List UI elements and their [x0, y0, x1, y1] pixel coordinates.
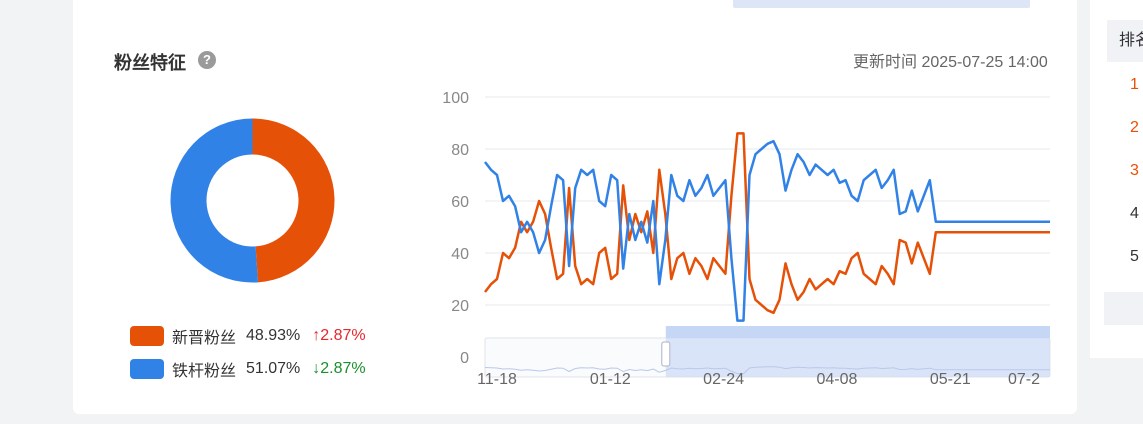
y-tick-label: 20	[451, 298, 469, 315]
rank-number: 2	[1130, 119, 1139, 136]
legend-swatch-tiegan	[130, 359, 164, 379]
legend-swatch-xinjin	[130, 326, 164, 346]
zoom-slider-bar[interactable]	[665, 326, 1050, 338]
x-tick-label: 07-2	[1008, 371, 1040, 388]
zoom-preview-line	[484, 366, 1050, 375]
y-tick-label: 0	[460, 350, 469, 367]
y-tick-label: 100	[442, 90, 469, 107]
rank-panel-footer	[1104, 292, 1143, 325]
legend-change-down: ↓2.87%	[312, 360, 366, 377]
legend-label: 铁杆粉丝	[172, 363, 237, 380]
section-title: 粉丝特征	[114, 53, 186, 73]
x-tick-label: 04-08	[816, 371, 857, 388]
fan-ratio-donut	[170, 118, 335, 283]
zoom-handle-left[interactable]	[661, 341, 671, 367]
series-line-1[interactable]	[484, 139, 1050, 322]
legend-percent: 48.93%	[246, 327, 301, 344]
pie-slice-0[interactable]	[252, 118, 335, 283]
rank-number: 3	[1130, 162, 1139, 179]
update-time: 更新时间 2025-07-25 14:00	[853, 54, 1048, 71]
legend-item-xinjin[interactable]: 新晋粉丝 48.93% ↑2.87%	[130, 325, 366, 347]
x-tick-label: 05-21	[930, 371, 971, 388]
pie-slice-1[interactable]	[170, 118, 259, 283]
top-scrollbar-thumb[interactable]	[733, 0, 1030, 8]
legend-change-up: ↑2.87%	[312, 327, 366, 344]
series-line-0[interactable]	[484, 132, 1050, 315]
y-tick-label: 60	[451, 194, 469, 211]
legend-percent: 51.07%	[246, 360, 301, 377]
legend-item-tiegan[interactable]: 铁杆粉丝 51.07% ↓2.87%	[130, 358, 366, 380]
rank-number: 5	[1130, 248, 1139, 265]
y-tick-label: 40	[451, 246, 469, 263]
rank-header: 排名	[1107, 20, 1143, 62]
rank-number: 1	[1130, 76, 1139, 93]
x-tick-label: 02-24	[703, 371, 744, 388]
y-tick-label: 80	[451, 142, 469, 159]
legend-label: 新晋粉丝	[172, 330, 237, 347]
rank-number: 4	[1130, 205, 1139, 222]
x-tick-label: 01-12	[590, 371, 631, 388]
x-tick-label: 11-18	[477, 371, 517, 388]
help-icon[interactable]: ?	[198, 51, 216, 69]
fan-trend-line-chart: 0 20 40 60 80 100 11-18 01-12 02-24 04-08 05-21 07…	[442, 90, 1051, 388]
